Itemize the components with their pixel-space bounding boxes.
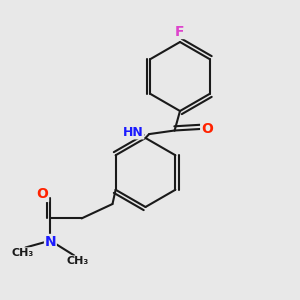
Text: O: O [37,188,49,201]
Text: O: O [201,122,213,136]
Text: CH₃: CH₃ [11,248,34,258]
Text: N: N [45,235,56,248]
Text: F: F [175,25,185,38]
Text: HN: HN [123,126,144,139]
Text: CH₃: CH₃ [66,256,88,266]
